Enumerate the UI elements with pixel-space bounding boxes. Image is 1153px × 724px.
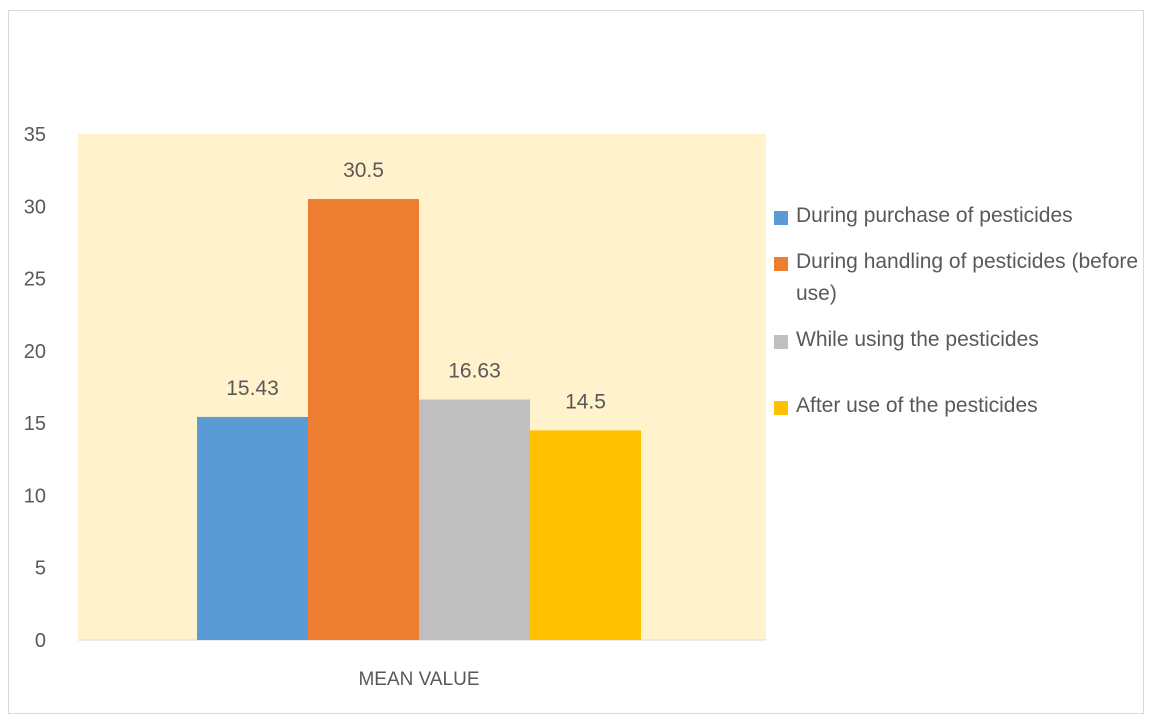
legend-item: During purchase of pesticides [774, 200, 1146, 232]
legend-swatch [774, 401, 788, 415]
legend: During purchase of pesticides During han… [774, 200, 1146, 422]
legend-swatch [774, 335, 788, 349]
y-tick-label: 10 [24, 485, 46, 507]
legend-item: After use of the pesticides [774, 390, 1146, 422]
legend-label: After use of the pesticides [796, 394, 1038, 417]
y-tick-label: 30 [24, 196, 46, 218]
legend-item: During handling of pesticides (before us… [774, 246, 1146, 310]
bar [530, 430, 641, 640]
bar [419, 399, 530, 640]
legend-label: During handling of pesticides (before us… [796, 250, 1139, 305]
legend-swatch [774, 211, 788, 225]
legend-swatch [774, 257, 788, 271]
bar [308, 199, 419, 641]
data-labels: 15.43 30.5 16.63 14.5 [226, 159, 606, 413]
y-tick-label: 20 [24, 341, 46, 363]
bars [197, 199, 641, 641]
data-label: 16.63 [448, 360, 501, 383]
y-tick-label: 5 [35, 558, 46, 580]
y-tick-label: 15 [24, 413, 46, 435]
legend-label: During purchase of pesticides [796, 204, 1073, 227]
x-category-label: MEAN VALUE [358, 669, 479, 690]
y-tick-label: 0 [35, 630, 46, 652]
y-axis-ticks: 0 5 10 15 20 25 30 35 [24, 124, 46, 652]
bar [197, 416, 308, 640]
data-label: 30.5 [343, 159, 384, 182]
y-tick-label: 25 [24, 269, 46, 291]
data-label: 14.5 [565, 390, 606, 413]
data-label: 15.43 [226, 377, 279, 400]
legend-label: While using the pesticides [796, 328, 1039, 351]
y-tick-label: 35 [24, 124, 46, 146]
legend-item: While using the pesticides [774, 324, 1146, 356]
